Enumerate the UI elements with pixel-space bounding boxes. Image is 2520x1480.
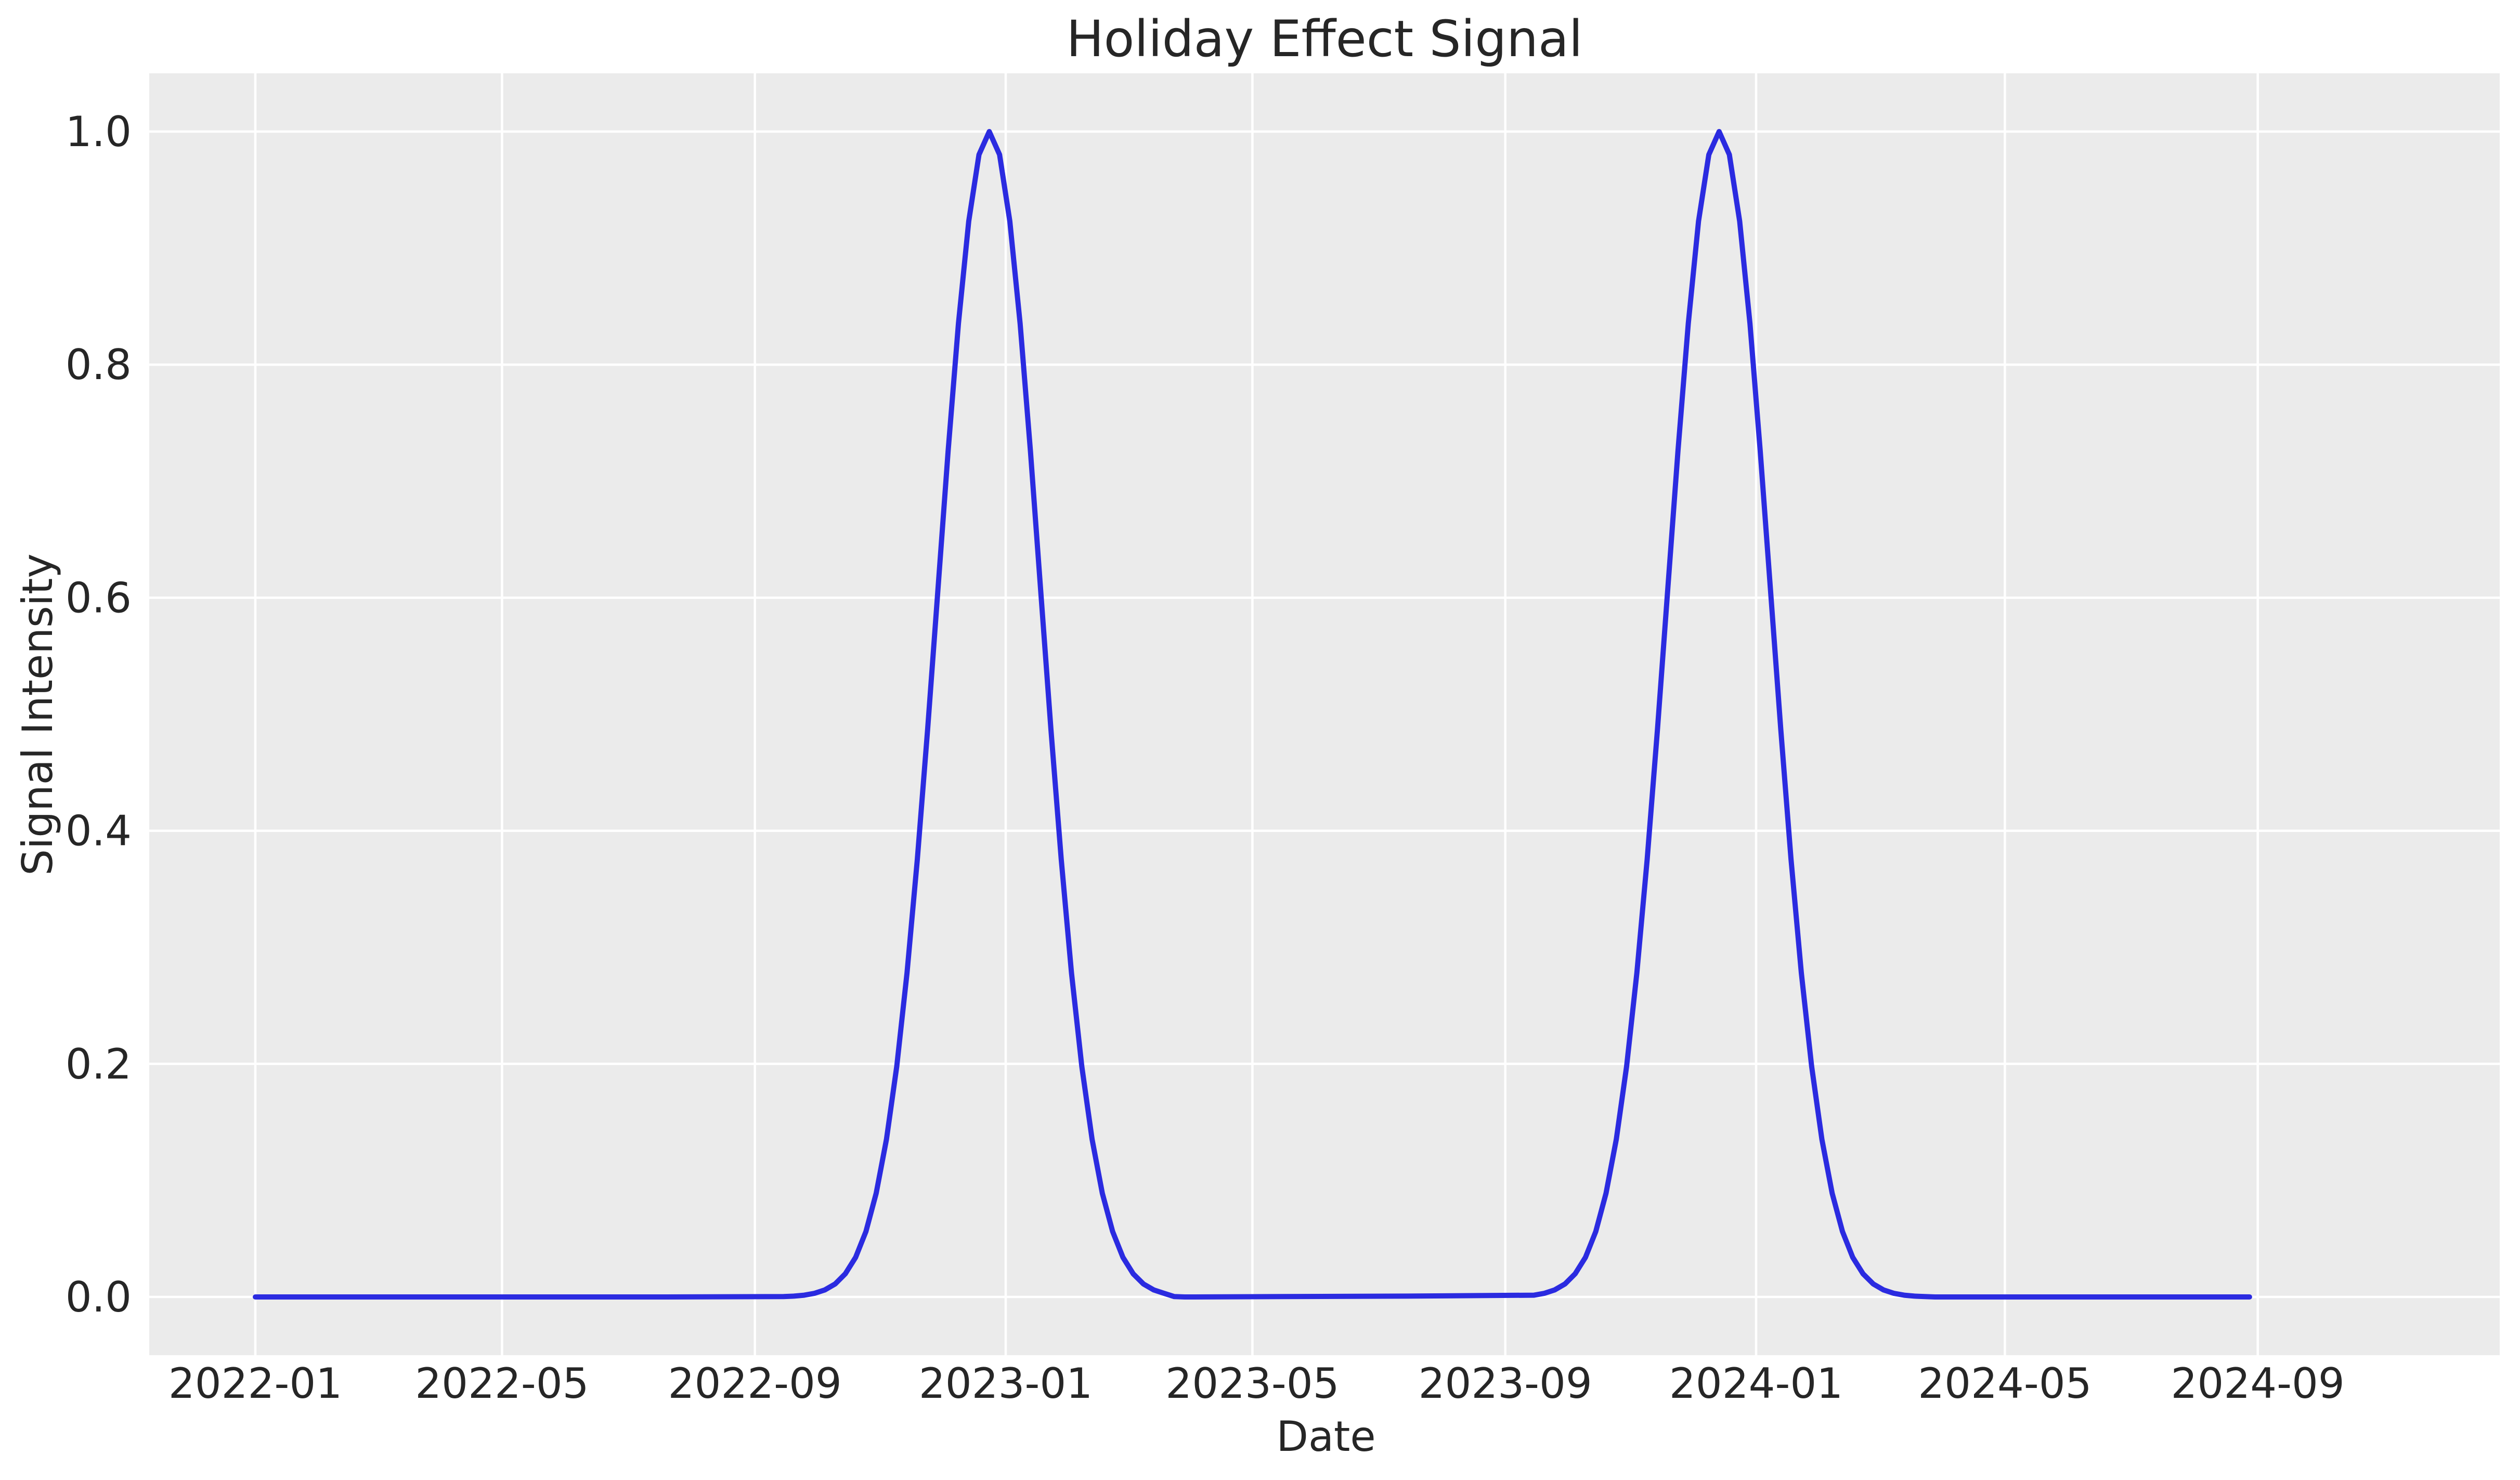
y-tick-label: 0.0 bbox=[66, 1273, 132, 1321]
x-tick-label: 2023-05 bbox=[1165, 1359, 1339, 1408]
x-axis-label: Date bbox=[1276, 1412, 1375, 1461]
y-tick-labels: 0.0 0.2 0.4 0.6 0.8 1.0 bbox=[66, 108, 132, 1321]
x-tick-label: 2023-01 bbox=[919, 1359, 1093, 1408]
x-tick-label: 2024-05 bbox=[1918, 1359, 2092, 1408]
y-tick-label: 1.0 bbox=[66, 108, 132, 156]
x-tick-label: 2024-01 bbox=[1669, 1359, 1843, 1408]
x-tick-label: 2022-01 bbox=[168, 1359, 342, 1408]
y-tick-label: 0.8 bbox=[66, 341, 132, 389]
plot-area bbox=[149, 73, 2500, 1355]
x-tick-label: 2023-09 bbox=[1419, 1359, 1592, 1408]
x-tick-labels: 2022-01 2022-05 2022-09 2023-01 2023-05 2023-… bbox=[168, 1359, 2345, 1408]
signal-line bbox=[253, 129, 2252, 1300]
chart-title: Holiday Effect Signal bbox=[1066, 10, 1582, 68]
x-tick-label: 2022-09 bbox=[668, 1359, 842, 1408]
y-tick-label: 0.6 bbox=[66, 574, 132, 622]
x-tick-label: 2022-05 bbox=[415, 1359, 589, 1408]
series-lines bbox=[253, 129, 2252, 1300]
y-axis-label: Signal Intensity bbox=[14, 553, 62, 875]
y-tick-label: 0.4 bbox=[66, 807, 132, 855]
y-tick-label: 0.2 bbox=[66, 1040, 132, 1088]
x-tick-label: 2024-09 bbox=[2171, 1359, 2345, 1408]
